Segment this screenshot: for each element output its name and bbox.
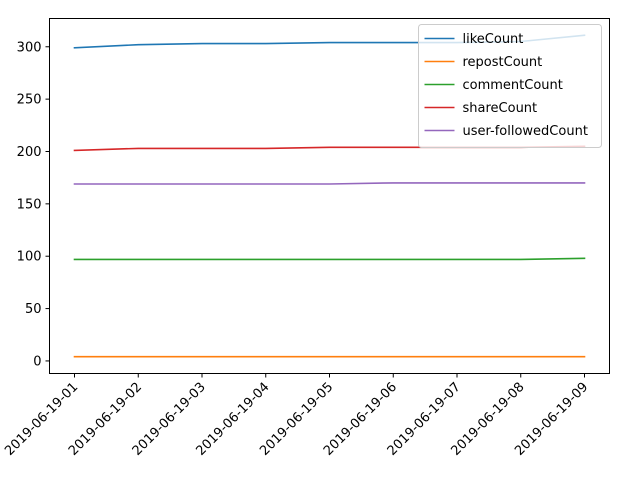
y-tick-label: 0 — [33, 354, 41, 369]
legend-label-repostCount: repostCount — [463, 55, 543, 70]
legend-label-likeCount: likeCount — [463, 32, 524, 47]
y-tick-label: 200 — [17, 145, 42, 160]
series-line-user-followedCount — [73, 182, 586, 185]
x-axis: 2019-06-19-012019-06-19-022019-06-19-032… — [2, 373, 591, 459]
legend-label-user-followedCount: user-followedCount — [463, 124, 588, 139]
y-axis: 0 50 100 150 200 250 300 — [17, 40, 50, 369]
legend-box — [418, 24, 602, 148]
legend-label-shareCount: shareCount — [463, 101, 538, 116]
y-tick-label: 50 — [25, 302, 42, 317]
legend-label-commentCount: commentCount — [463, 78, 563, 93]
series-line-commentCount — [73, 257, 586, 261]
legend: likeCount repostCount commentCount shareCou… — [418, 24, 602, 148]
y-tick-label: 250 — [17, 93, 42, 108]
y-tick-label: 300 — [17, 40, 42, 55]
y-tick-label: 150 — [17, 197, 42, 212]
y-tick-label: 100 — [17, 250, 42, 265]
